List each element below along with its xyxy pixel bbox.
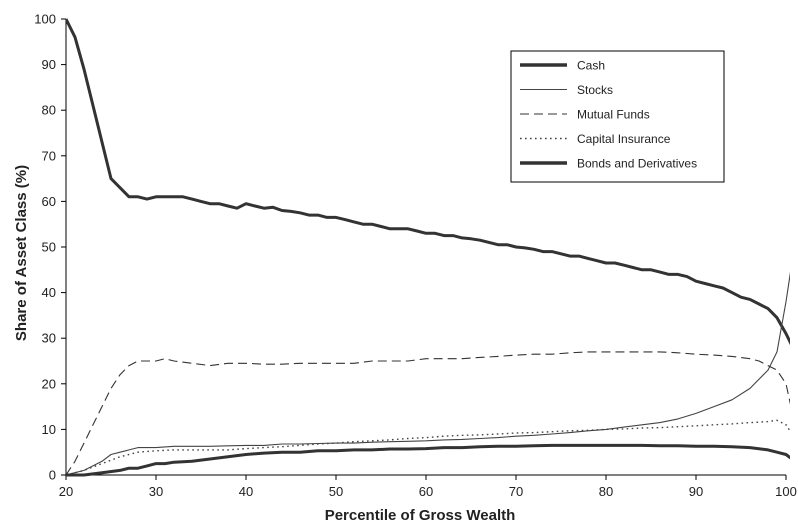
y-tick-label: 30 [42, 331, 56, 346]
y-axis-title: Share of Asset Class (%) [13, 165, 30, 341]
legend-label-capital-insurance: Capital Insurance [577, 132, 671, 146]
series-layer [66, 18, 790, 477]
legend-label-cash: Cash [577, 59, 605, 73]
y-tick-label: 10 [42, 422, 56, 437]
x-tick-label: 80 [599, 484, 613, 499]
legend: Cash Stocks Mutual Funds Capital Insurance B… [510, 50, 725, 183]
x-tick-label: 70 [509, 484, 523, 499]
x-tick-label: 20 [59, 484, 73, 499]
x-tick-label: 30 [149, 484, 163, 499]
x-tick-label: 60 [419, 484, 433, 499]
x-tick-label: 50 [329, 484, 343, 499]
y-tick-label: 20 [42, 376, 56, 391]
legend-label-mutual-funds: Mutual Funds [577, 108, 650, 122]
legend-box [510, 50, 725, 183]
x-tick-label: 40 [239, 484, 253, 499]
y-tick-label: 0 [49, 468, 56, 483]
y-tick-label: 90 [42, 57, 56, 72]
y-tick-label: 100 [34, 12, 56, 27]
legend-label-bonds-and-derivatives: Bonds and Derivatives [577, 157, 697, 171]
y-tick-label: 40 [42, 285, 56, 300]
series-line-mutual-funds [66, 351, 790, 476]
axes: 0 10 20 30 40 50 60 70 80 90 100 20 30 40 50 60 70 80 90 10… [34, 12, 797, 500]
x-tick-label: 100 [775, 484, 797, 499]
y-tick-label: 80 [42, 103, 56, 118]
legend-label-stocks: Stocks [577, 83, 613, 97]
series-line-bonds-and-derivatives [66, 443, 790, 477]
x-axis-title: Percentile of Gross Wealth [325, 507, 516, 524]
series-line-stocks [66, 271, 790, 476]
x-tick-label: 90 [689, 484, 703, 499]
y-tick-label: 70 [42, 148, 56, 163]
series-line-cash [66, 18, 790, 346]
y-tick-label: 60 [42, 194, 56, 209]
y-tick-label: 50 [42, 240, 56, 255]
